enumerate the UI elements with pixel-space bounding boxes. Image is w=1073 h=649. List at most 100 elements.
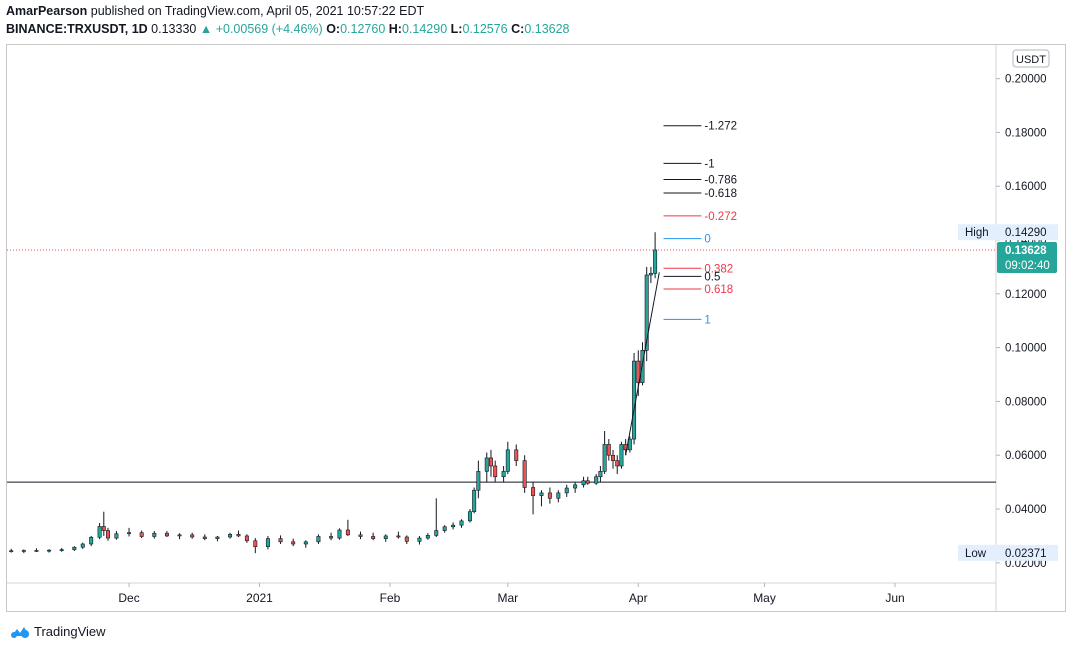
- candle: [278, 538, 283, 543]
- candle: [556, 492, 561, 499]
- candle: [564, 487, 569, 494]
- candle: [472, 489, 477, 513]
- fib-level-label: -1.272: [704, 121, 737, 133]
- candle: [493, 465, 498, 478]
- y-tick-label: 0.16000: [1005, 181, 1047, 193]
- symbol-info: BINANCE:TRXUSDT, 1D 0.13330 ▲ +0.00569 (…: [6, 22, 570, 36]
- x-tick-label: 2021: [246, 591, 273, 605]
- candle: [611, 454, 616, 461]
- candle: [522, 460, 527, 488]
- candle: [114, 533, 119, 539]
- candle: [442, 526, 447, 531]
- last-price: 0.13330: [151, 22, 197, 36]
- candle: [97, 526, 102, 538]
- candle: [598, 471, 603, 478]
- candle: [9, 550, 14, 553]
- low-badge: [958, 544, 1058, 561]
- candle: [488, 457, 493, 467]
- candle: [648, 273, 653, 276]
- candle: [265, 538, 270, 547]
- candle: [371, 536, 376, 539]
- close-value: 0.13628: [524, 22, 570, 36]
- candle: [383, 535, 388, 539]
- footer: TradingView: [8, 621, 106, 641]
- author-name[interactable]: AmarPearson: [6, 4, 88, 18]
- publish-date: published on TradingView.com, April 05, …: [90, 4, 425, 18]
- close-label: C:: [511, 22, 525, 36]
- candle: [425, 535, 430, 539]
- y-tick-label: 0.20000: [1005, 74, 1047, 86]
- price-change: ▲ +0.00569 (+4.46%): [199, 22, 323, 36]
- fib-level-label: -0.272: [704, 211, 737, 223]
- x-tick-label: Feb: [380, 591, 401, 605]
- currency-label: USDT: [1016, 54, 1046, 66]
- candle: [396, 535, 401, 538]
- fib-level-label: 1: [704, 314, 710, 326]
- candle: [404, 536, 409, 542]
- y-tick-label: 0.08000: [1005, 396, 1047, 408]
- candle: [228, 534, 233, 538]
- open-label: O:: [326, 22, 341, 36]
- candle: [619, 444, 624, 467]
- candle: [585, 480, 590, 484]
- symbol-name[interactable]: BINANCE:TRXUSDT, 1D: [6, 22, 148, 36]
- candle: [164, 532, 169, 537]
- candle: [636, 360, 641, 383]
- low-value: 0.12576: [462, 22, 508, 36]
- candle: [329, 536, 334, 539]
- candle: [139, 532, 144, 537]
- candle: [484, 457, 489, 472]
- candle: [434, 530, 439, 536]
- x-tick-label: Dec: [118, 591, 139, 605]
- tradingview-cloud-icon[interactable]: [8, 624, 30, 638]
- candle: [602, 444, 607, 472]
- candle: [632, 360, 637, 440]
- high-label: High: [965, 227, 989, 239]
- fib-level-label: 0.5: [704, 271, 720, 283]
- x-tick-label: Mar: [497, 591, 518, 605]
- trend-line: [625, 272, 660, 456]
- y-tick-label: 0.06000: [1005, 450, 1047, 462]
- high-badge: [958, 224, 1058, 241]
- candle: [127, 532, 132, 535]
- candle: [539, 492, 544, 496]
- fib-level-label: -0.618: [704, 188, 737, 200]
- tradingview-brand[interactable]: TradingView: [34, 623, 106, 639]
- candle: [467, 511, 472, 522]
- candle: [345, 529, 350, 536]
- candle: [459, 520, 464, 526]
- x-tick-label: Jun: [885, 591, 904, 605]
- candle: [505, 449, 510, 472]
- candle: [615, 460, 620, 467]
- candle: [653, 249, 658, 274]
- candle: [291, 541, 296, 545]
- candle: [101, 526, 106, 531]
- candle: [106, 530, 110, 539]
- candle: [89, 536, 94, 545]
- y-tick-label: 0.10000: [1005, 343, 1047, 355]
- candle: [59, 549, 64, 551]
- fib-level-label: 0.382: [704, 263, 733, 275]
- candle: [627, 438, 632, 451]
- candle: [47, 549, 52, 552]
- x-tick-label: May: [753, 591, 776, 605]
- candle: [573, 484, 578, 489]
- high-value: 0.14290: [401, 22, 448, 36]
- fib-level-label: -0.786: [704, 175, 737, 187]
- publish-info: AmarPearson published on TradingView.com…: [6, 4, 424, 18]
- candle: [21, 550, 26, 552]
- countdown-value: 09:02:40: [1005, 260, 1050, 272]
- candle: [337, 529, 342, 539]
- low-value: 0.02371: [1005, 548, 1047, 560]
- candle: [177, 534, 182, 537]
- y-tick-label: 0.18000: [1005, 127, 1047, 139]
- candle: [202, 536, 207, 539]
- x-tick-label: Apr: [629, 591, 648, 605]
- candle: [215, 536, 220, 539]
- candle: [72, 546, 77, 550]
- fib-level-label: 0: [704, 234, 710, 246]
- candle: [417, 537, 422, 542]
- low-label: L:: [450, 22, 463, 36]
- last-price-value: 0.13628: [1005, 245, 1047, 257]
